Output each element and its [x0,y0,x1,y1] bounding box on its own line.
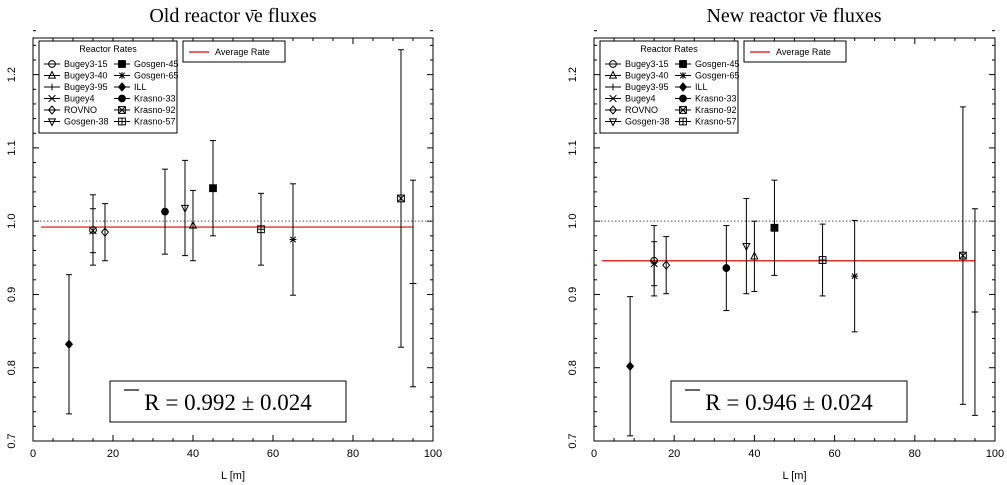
x-tick-label: 0 [591,448,597,460]
legend-item-label: Gosgen-45 [134,59,179,69]
legend-item-label: ILL [695,82,708,92]
legend-marker-gosgen-45 [119,61,126,68]
legend-item-label: Gosgen-45 [695,59,740,69]
x-axis-label: L [m] [782,470,806,482]
data-point-krasno-33 [723,265,730,272]
legend-item-label: Bugey3-95 [625,82,669,92]
legend-item-label: Bugey3-40 [64,71,108,81]
y-tick-label: 1.2 [567,67,579,82]
legend-item-label: Krasno-33 [695,94,737,104]
legend-item-label: Bugey3-15 [625,59,669,69]
legend-item-label: Bugey3-15 [64,59,108,69]
legend-item-label: Krasno-33 [134,94,176,104]
y-tick-label: 1.1 [567,140,579,155]
data-point-krasno-33 [162,208,169,215]
legend-item-label: ILL [134,82,147,92]
x-tick-label: 80 [909,448,921,460]
data-point-bugey3-95 [410,280,417,287]
y-tick-label: 0.7 [567,433,579,448]
chart-title: New reactor ν̄e fluxes [706,5,881,27]
legend-item-label: Gosgen-65 [695,71,740,81]
legend-item-label: Bugey4 [625,94,656,104]
legend-title: Reactor Rates [640,44,698,54]
average-legend-label: Average Rate [215,47,270,57]
y-tick-label: 0.8 [6,360,18,375]
legend-item-label: Krasno-57 [695,117,737,127]
x-tick-label: 60 [267,448,279,460]
result-text: R = 0.946 ± 0.024 [705,390,873,415]
data-point-ill [627,362,634,370]
x-tick-label: 80 [347,448,359,460]
data-point-gosgen-65 [290,236,297,243]
legend-marker-gosgen-65 [680,72,687,79]
chart-panel-new: New reactor ν̄e fluxes 0 20 40 60 80 100 0.7 0.… [567,5,1004,482]
y-tick-label: 0.7 [6,433,18,448]
x-tick-label: 0 [30,448,36,460]
y-tick-label: 1.0 [567,214,579,229]
x-tick-label: 40 [187,448,199,460]
result-text: R = 0.992 ± 0.024 [144,390,312,415]
legend-item-label: Gosgen-38 [64,117,109,127]
y-tick-label: 0.8 [567,360,579,375]
legend-item-label: Krasno-57 [134,117,176,127]
data-point-gosgen-45 [771,224,778,231]
legend-item-label: Krasno-92 [134,105,176,115]
legend-item-label: Bugey3-40 [625,71,669,81]
x-axis-label: L [m] [221,470,245,482]
legend-item-label: ROVNO [625,105,658,115]
x-tick-label: 100 [424,448,442,460]
legend-item-label: Gosgen-65 [134,71,179,81]
x-tick-label: 100 [986,448,1004,460]
legend-item-label: ROVNO [64,105,97,115]
legend-item-label: Bugey3-95 [64,82,108,92]
legend-marker-krasno-33 [680,95,687,102]
legend-marker-gosgen-65 [119,72,126,79]
chart-panel-old: Old reactor ν̄e fluxes 0 20 40 60 80 100 0.7 0.… [6,5,442,482]
y-tick-label: 1.0 [6,214,18,229]
data-point-gosgen-65 [851,273,858,280]
legend-item-label: Gosgen-38 [625,117,670,127]
legend-marker-gosgen-45 [680,61,687,68]
y-tick-label: 1.2 [6,67,18,82]
x-tick-label: 20 [107,448,119,460]
y-tick-label: 0.9 [567,287,579,302]
legend-marker-krasno-33 [119,95,126,102]
y-tick-label: 1.1 [6,140,18,155]
chart-title: Old reactor ν̄e fluxes [149,5,317,27]
x-tick-label: 20 [668,448,680,460]
data-point-gosgen-45 [210,185,217,192]
average-legend-label: Average Rate [776,47,831,57]
data-point-krasno-57-plus [819,257,826,264]
data-point-ill [66,340,73,348]
x-tick-label: 60 [828,448,840,460]
data-point-bugey3-95 [972,309,979,316]
legend-item-label: Krasno-92 [695,105,737,115]
x-tick-label: 40 [748,448,760,460]
legend-title: Reactor Rates [79,44,137,54]
y-tick-label: 0.9 [6,287,18,302]
legend-item-label: Bugey4 [64,94,95,104]
